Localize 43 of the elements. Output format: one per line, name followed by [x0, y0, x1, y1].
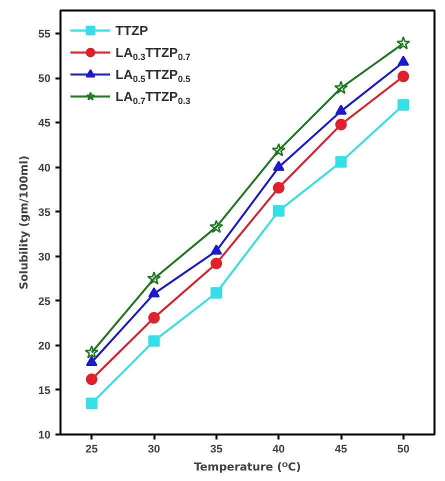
- x-tick-label: 40: [272, 444, 285, 456]
- point: [335, 118, 347, 130]
- y-tick-label: 55: [38, 28, 51, 41]
- point: [148, 335, 160, 347]
- point: [396, 36, 410, 50]
- x-axis-title: Temperature (ᴼC): [194, 460, 301, 474]
- point: [84, 345, 99, 359]
- y-tick-label: 10: [38, 430, 51, 442]
- x-tick-label: 30: [148, 444, 160, 456]
- x-tick-label: 45: [334, 444, 348, 456]
- y-tick-label: 25: [38, 296, 51, 308]
- y-tick-label: 15: [38, 384, 51, 397]
- y-axis-title: Solubility (gm/100ml): [17, 155, 30, 290]
- x-tick-label: 25: [86, 444, 98, 456]
- point: [210, 287, 222, 299]
- point: [335, 156, 347, 168]
- point: [86, 398, 98, 410]
- y-tick-label: 30: [38, 251, 51, 264]
- point: [86, 356, 98, 366]
- point: [272, 143, 286, 156]
- point: [86, 374, 98, 386]
- point: [398, 70, 410, 82]
- x-tick-label: 35: [210, 444, 222, 456]
- point: [272, 205, 284, 217]
- legend-label: TTZP: [116, 23, 148, 38]
- point: [148, 287, 160, 298]
- point: [398, 56, 410, 66]
- point: [210, 244, 222, 255]
- point: [398, 99, 410, 111]
- y-tick-label: 20: [38, 340, 51, 352]
- point: [210, 258, 222, 270]
- point: [147, 271, 161, 285]
- y-tick-label: 50: [38, 73, 51, 86]
- point: [272, 182, 284, 194]
- point: [334, 80, 348, 94]
- point: [272, 160, 284, 171]
- y-tick-label: 40: [38, 162, 51, 174]
- point: [148, 312, 160, 324]
- point: [335, 104, 347, 115]
- y-tick-label: 45: [38, 118, 51, 130]
- x-tick-label: 50: [397, 444, 410, 456]
- y-tick-label: 35: [38, 206, 51, 219]
- point: [209, 220, 224, 233]
